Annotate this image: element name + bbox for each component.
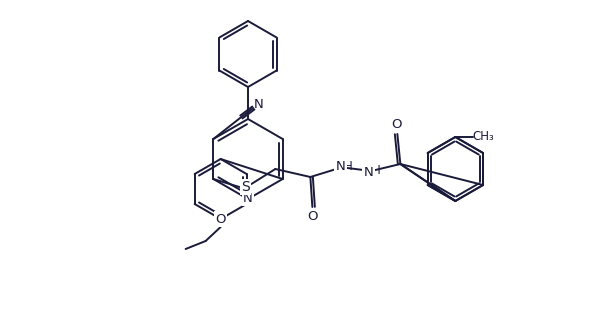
Text: H: H (344, 161, 353, 174)
Text: S: S (241, 180, 250, 194)
Text: N: N (335, 161, 345, 174)
Text: CH₃: CH₃ (472, 130, 494, 144)
Text: N: N (253, 97, 263, 111)
Text: O: O (307, 210, 317, 222)
Text: O: O (391, 118, 401, 131)
Text: N: N (364, 165, 373, 179)
Text: O: O (215, 213, 226, 226)
Text: H: H (373, 164, 381, 178)
Text: N: N (243, 193, 253, 205)
